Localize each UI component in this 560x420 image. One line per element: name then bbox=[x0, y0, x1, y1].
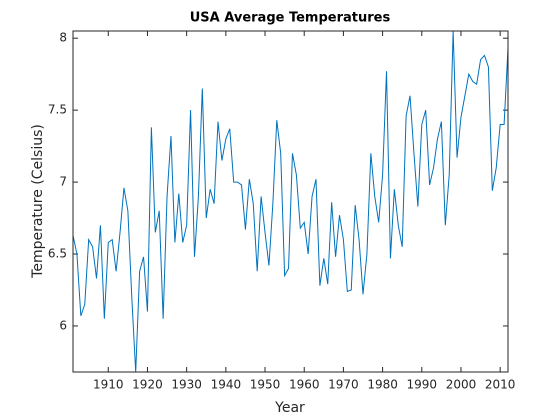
y-tick-label: 8 bbox=[59, 31, 67, 45]
y-tick-label: 7.5 bbox=[48, 103, 67, 117]
y-tick-label: 6 bbox=[59, 318, 67, 332]
y-axis-label: Temperature (Celsius) bbox=[30, 124, 46, 279]
data-line bbox=[73, 30, 508, 373]
x-axis-label: Year bbox=[274, 400, 305, 416]
x-tick-label: 1920 bbox=[132, 378, 163, 392]
x-tick-label: 1990 bbox=[407, 378, 438, 392]
x-tick-label: 2010 bbox=[485, 378, 516, 392]
x-tick-label: 1970 bbox=[328, 378, 359, 392]
y-tick-label: 7 bbox=[59, 175, 67, 189]
x-tick-label: 1960 bbox=[289, 378, 320, 392]
x-tick-label: 1980 bbox=[367, 378, 398, 392]
chart-title: USA Average Temperatures bbox=[190, 11, 391, 26]
axes-box bbox=[72, 30, 509, 373]
x-tick-label: 1950 bbox=[250, 378, 281, 392]
x-tick-label: 1930 bbox=[171, 378, 202, 392]
x-tick-label: 1910 bbox=[93, 378, 124, 392]
x-tick-label: 1940 bbox=[211, 378, 242, 392]
x-tick-label: 2000 bbox=[446, 378, 477, 392]
y-tick-label: 6.5 bbox=[48, 247, 67, 261]
